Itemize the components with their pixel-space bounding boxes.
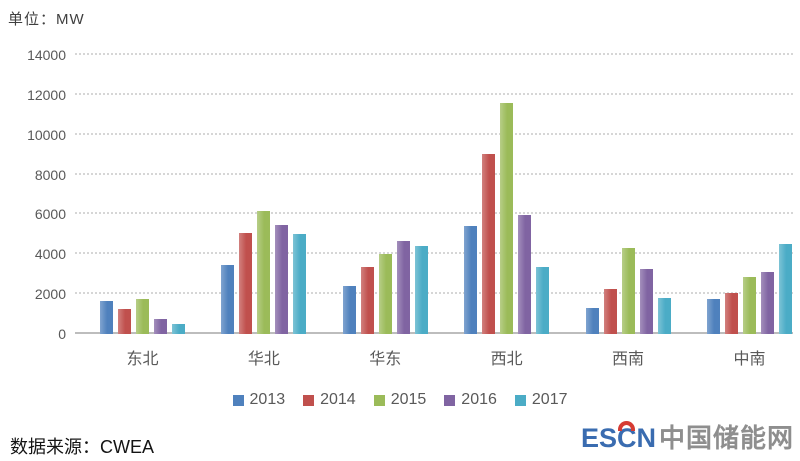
bar-2017-中南	[778, 244, 792, 334]
bar-2013-东北	[100, 301, 113, 334]
bar-2013-西北	[464, 226, 478, 334]
bar-2017-西南	[657, 298, 671, 334]
bar-2017-华东	[414, 246, 428, 334]
data-source-label: 数据来源：CWEA	[10, 437, 154, 457]
bar-2015-西南	[621, 248, 635, 334]
x-axis-labels: 东北 华北 华东 西北 西南 中南	[75, 345, 793, 369]
gridline	[75, 92, 793, 95]
legend-label: 2015	[390, 391, 427, 408]
gridline	[75, 172, 793, 175]
bar-2016-华东	[396, 241, 410, 334]
legend-swatch-icon	[232, 394, 244, 406]
gridline	[75, 292, 793, 295]
escn-logo-chinese-name: 中国储能网	[658, 423, 794, 453]
bar-2015-西北	[500, 102, 514, 334]
x-axis-label-华东: 华东	[369, 351, 402, 368]
gridline	[75, 252, 793, 255]
unit-label: 单位：MW	[8, 11, 85, 28]
bar-group-华北	[221, 55, 307, 334]
legend-item-2017: 2017	[514, 391, 568, 409]
bar-2013-西南	[585, 308, 599, 334]
x-axis-label-东北: 东北	[126, 351, 159, 368]
gridline	[75, 212, 793, 215]
bar-group-东北	[100, 55, 185, 334]
x-axis-label-中南: 中南	[733, 351, 766, 368]
y-tick-label: 0	[58, 326, 66, 342]
legend-label: 2017	[531, 391, 568, 408]
bar-2014-东北	[118, 309, 131, 334]
x-axis-label-西南: 西南	[612, 351, 645, 368]
bar-2016-华北	[275, 225, 289, 334]
y-tick-label: 6000	[34, 206, 66, 223]
bar-2014-华北	[239, 233, 253, 334]
escn-logo: ESCN 中国储能网	[581, 421, 794, 454]
legend-swatch-icon	[303, 394, 315, 406]
legend-item-2014: 2014	[303, 391, 356, 409]
y-axis: 0 2000 4000 6000 8000 10000 12000 14000	[0, 47, 66, 342]
legend-item-2016: 2016	[444, 391, 497, 409]
bar-2016-西南	[639, 269, 653, 334]
x-axis-baseline	[75, 332, 793, 334]
legend-label: 2016	[461, 391, 497, 408]
legend-item-2015: 2015	[373, 391, 427, 409]
bar-2015-华东	[378, 254, 392, 334]
bar-2013-中南	[706, 299, 720, 334]
y-tick-label: 14000	[27, 47, 66, 63]
legend-item-2013: 2013	[232, 391, 286, 409]
y-tick-label: 2000	[34, 286, 66, 303]
bar-2013-华东	[342, 286, 356, 334]
escn-logo-red-arc-icon	[617, 421, 635, 431]
bar-group-西北	[464, 55, 550, 334]
bar-2017-华北	[293, 234, 307, 334]
bar-group-中南	[706, 55, 792, 334]
plot-area	[75, 53, 793, 334]
bar-2017-西北	[536, 267, 550, 334]
legend: 2013 2014 2015 2016 2017	[0, 391, 800, 409]
y-tick-label: 4000	[34, 246, 66, 263]
x-axis-label-西北: 西北	[490, 351, 523, 368]
bar-2015-华北	[257, 211, 271, 334]
legend-swatch-icon	[514, 394, 526, 406]
bar-2014-西南	[603, 289, 617, 334]
bar-2014-华东	[360, 267, 374, 334]
gridline	[75, 53, 793, 55]
bar-2017-东北	[172, 324, 185, 334]
bar-group-华东	[342, 55, 428, 334]
bar-2015-东北	[136, 299, 149, 334]
x-axis-label-华北: 华北	[247, 351, 280, 368]
bar-groups	[75, 55, 793, 334]
legend-swatch-icon	[444, 394, 456, 406]
y-tick-label: 10000	[27, 126, 66, 143]
bar-2014-西北	[482, 153, 496, 334]
bar-2016-东北	[154, 319, 167, 334]
legend-label: 2014	[320, 391, 356, 408]
bar-2013-华北	[221, 265, 235, 334]
legend-swatch-icon	[373, 394, 385, 406]
bar-2016-中南	[760, 272, 774, 334]
bar-2014-中南	[724, 293, 738, 334]
y-tick-label: 12000	[27, 86, 66, 103]
gridline	[75, 132, 793, 135]
y-tick-label: 8000	[34, 166, 66, 183]
bar-group-西南	[585, 55, 671, 334]
bar-2015-中南	[742, 277, 756, 334]
legend-label: 2013	[249, 391, 286, 408]
bar-2016-西北	[518, 215, 532, 334]
